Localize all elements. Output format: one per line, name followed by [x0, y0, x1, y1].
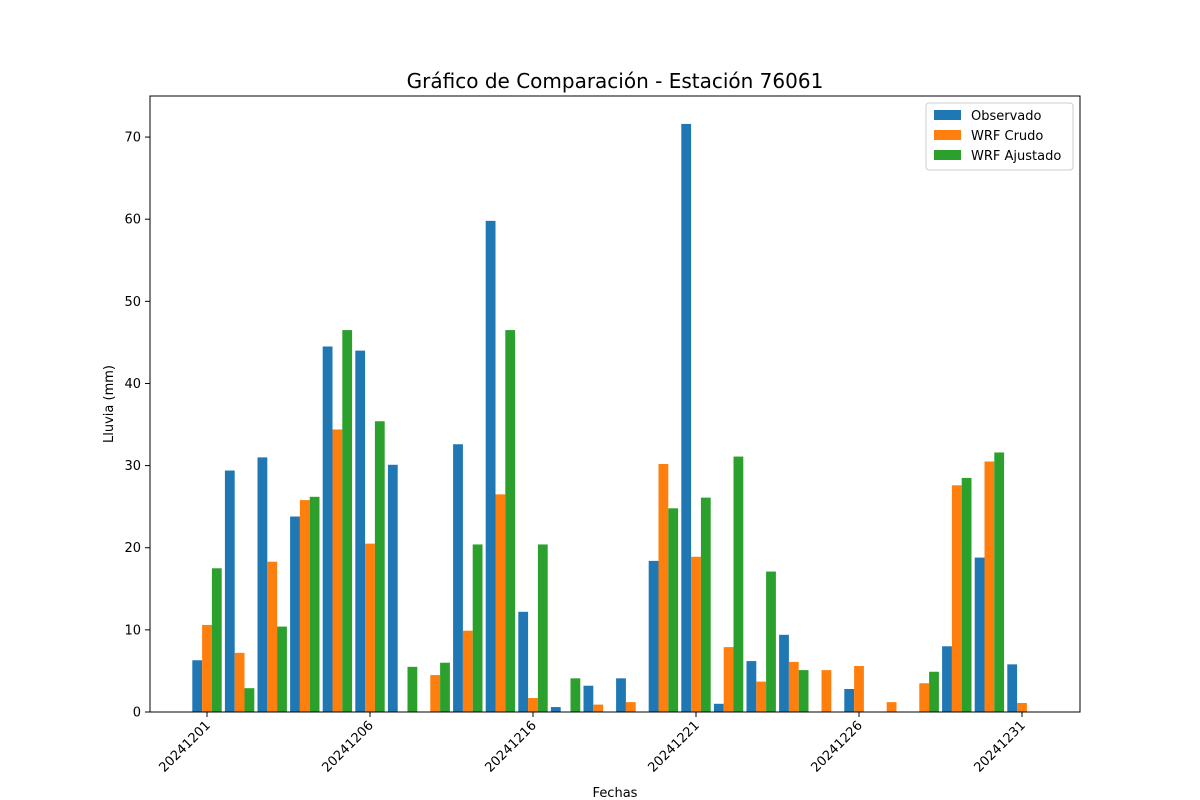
bar-wrf-crudo-20241210 [495, 494, 506, 712]
bar-wrf-ajustado-20241206 [374, 421, 385, 712]
bar-observado-20241215 [648, 560, 659, 712]
bar-observado-20241226 [1007, 664, 1018, 712]
bar-wrf-crudo-20241224 [951, 485, 962, 712]
x-axis-label: Fechas [593, 786, 638, 800]
bar-wrf-crudo-20241221 [854, 666, 864, 712]
bar-wrf-crudo-20241206 [365, 543, 375, 712]
bar-wrf-ajustado-20241201 [211, 568, 222, 712]
bar-wrf-ajustado-20241208 [440, 662, 450, 712]
x-tick-label: 20241201 [156, 718, 213, 775]
bar-wrf-ajustado-20241210 [505, 330, 516, 712]
y-tick-label: 20 [124, 541, 141, 556]
bar-wrf-crudo-20241216 [691, 556, 701, 712]
bar-observado-20241206 [355, 350, 366, 712]
bar-observado-20241211 [518, 611, 529, 712]
bar-wrf-ajustado-20241209 [472, 544, 483, 712]
y-axis: 0 10 20 30 40 50 60 70 [124, 131, 150, 721]
x-axis: 20241201 20241206 20241216 20241221 20241226… [156, 712, 1029, 776]
bar-wrf-crudo-20241208 [430, 675, 441, 712]
bar-wrf-crudo-20241222 [886, 702, 897, 712]
bar-observado-20241214 [616, 678, 626, 712]
bar-wrf-ajustado-20241224 [961, 477, 972, 712]
bar-wrf-ajustado-20241207 [407, 666, 418, 712]
bar-wrf-crudo-20241201 [202, 624, 212, 712]
y-tick-label: 10 [124, 623, 141, 638]
bar-observado-20241225 [974, 557, 985, 712]
bar-wrf-crudo-20241203 [267, 561, 278, 712]
chart-title: Gráfico de Comparación - Estación 76061 [407, 69, 824, 93]
plot-frame [149, 95, 1081, 713]
x-tick-label: 20241231 [971, 718, 1028, 775]
bar-wrf-crudo-20241215 [658, 463, 669, 712]
x-tick-label: 20241216 [482, 718, 539, 775]
bar-wrf-crudo-20241213 [593, 704, 604, 712]
legend: Observado WRF Crudo WRF Ajustado [925, 102, 1074, 171]
bar-observado-20241224 [942, 646, 952, 712]
bar-wrf-ajustado-20241205 [342, 330, 353, 712]
bar-observado-20241216 [681, 123, 692, 713]
bar-wrf-crudo-20241205 [332, 429, 343, 712]
bar-wrf-crudo-20241202 [234, 652, 245, 712]
bar-observado-20241212 [550, 707, 561, 712]
bar-observado-20241207 [387, 464, 398, 712]
y-axis-label: Lluvia (mm) [102, 365, 117, 443]
bar-observado-20241213 [583, 685, 594, 712]
bar-wrf-crudo-20241226 [1017, 702, 1027, 712]
bar-observado-20241203 [257, 457, 268, 712]
legend-swatch-wrf-ajustado [934, 150, 961, 160]
bar-wrf-crudo-20241204 [299, 500, 310, 712]
bar-observado-20241204 [290, 516, 300, 712]
bar-wrf-crudo-20241225 [984, 461, 995, 712]
bar-observado-20241221 [844, 689, 855, 712]
legend-box [925, 102, 1074, 171]
legend-label-wrf-ajustado: WRF Ajustado [971, 149, 1061, 164]
bar-observado-20241219 [779, 634, 789, 712]
bar-wrf-crudo-20241223 [919, 683, 930, 712]
y-tick-label: 0 [133, 706, 141, 721]
x-tick-label: 20241206 [319, 718, 376, 775]
bar-wrf-crudo-20241219 [788, 661, 799, 712]
bar-observado-20241202 [224, 470, 235, 712]
bar-observado-20241218 [746, 661, 757, 712]
bar-observado-20241217 [713, 703, 724, 712]
legend-swatch-observado [934, 110, 961, 120]
y-tick-label: 60 [124, 213, 141, 228]
legend-swatch-wrf-crudo [934, 130, 961, 140]
bar-wrf-ajustado-20241217 [733, 456, 744, 712]
legend-label-wrf-crudo: WRF Crudo [971, 129, 1043, 144]
bar-wrf-ajustado-20241211 [537, 544, 548, 712]
bar-wrf-ajustado-20241215 [668, 508, 679, 712]
bar-wrf-crudo-20241214 [625, 702, 636, 712]
bar-observado-20241209 [453, 444, 463, 712]
bar-wrf-ajustado-20241212 [570, 678, 581, 712]
bar-wrf-ajustado-20241219 [798, 670, 809, 712]
bar-observado-20241201 [192, 660, 203, 712]
bar-wrf-ajustado-20241216 [700, 497, 711, 712]
bar-wrf-ajustado-20241218 [766, 571, 776, 712]
bars-group [192, 123, 1027, 713]
bar-wrf-crudo-20241211 [528, 698, 538, 712]
y-tick-label: 40 [124, 377, 141, 392]
bar-wrf-ajustado-20241225 [994, 452, 1005, 712]
bar-wrf-crudo-20241218 [756, 681, 767, 712]
bar-observado-20241210 [485, 220, 496, 712]
y-tick-label: 30 [124, 459, 141, 474]
bar-wrf-crudo-20241217 [723, 647, 734, 712]
legend-label-observado: Observado [971, 109, 1042, 124]
bar-wrf-ajustado-20241223 [929, 671, 939, 712]
bar-wrf-crudo-20241209 [462, 630, 473, 712]
y-tick-label: 50 [124, 295, 141, 310]
y-tick-label: 70 [124, 131, 141, 146]
bar-wrf-ajustado-20241204 [309, 496, 320, 712]
bar-wrf-ajustado-20241202 [244, 688, 255, 712]
x-tick-label: 20241221 [645, 718, 702, 775]
bar-observado-20241205 [322, 346, 333, 712]
x-tick-label: 20241226 [808, 718, 865, 775]
bar-wrf-ajustado-20241203 [277, 626, 287, 712]
bar-wrf-crudo-20241220 [821, 670, 832, 712]
